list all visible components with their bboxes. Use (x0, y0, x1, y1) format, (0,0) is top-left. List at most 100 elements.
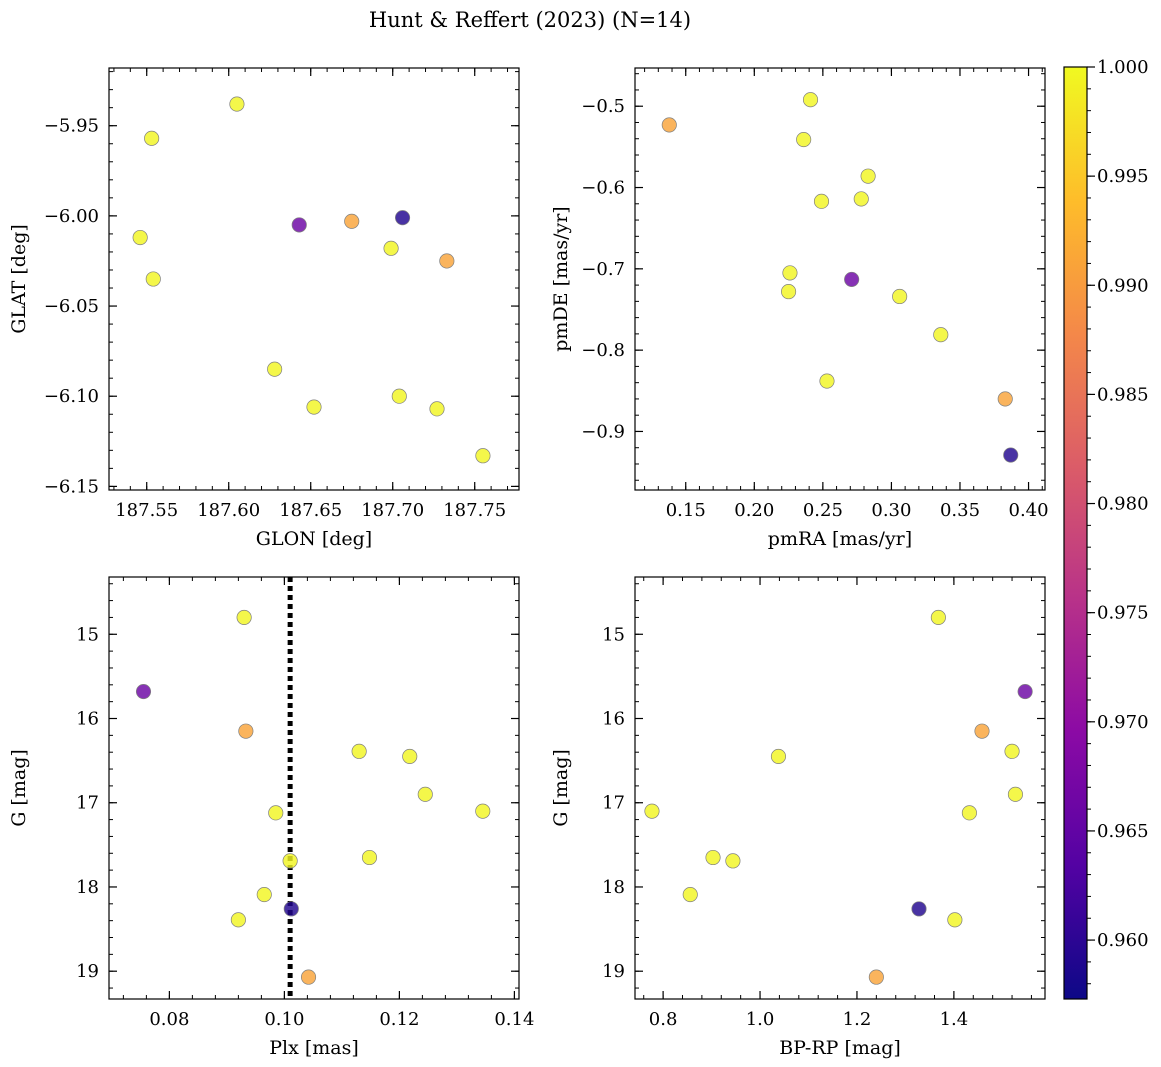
y-axis-label: pmDE [mas/yr] (550, 206, 572, 351)
y-tick-label: 16 (76, 709, 99, 730)
panel-glon-glat: 187.55 187.60 187.65 187.70 187.75 −5.95 −6.00… (8, 67, 520, 550)
scatter-point (344, 213, 360, 229)
scatter-point (911, 901, 927, 917)
x-tick-label: 187.70 (361, 500, 424, 521)
colorbar-tick-label: 0.995 (1097, 166, 1149, 187)
y-tick-label: 19 (76, 961, 99, 982)
colorbar-tick-label: 1.000 (1097, 57, 1149, 78)
scatter-point (770, 748, 787, 764)
scatter-point (725, 853, 741, 869)
axes-frame (108, 576, 520, 1000)
scatter-point (402, 748, 418, 764)
scatter-point (796, 132, 812, 148)
y-tick-label: −0.9 (581, 421, 625, 442)
x-tick-label: 0.25 (803, 500, 843, 521)
data-layer (135, 577, 491, 999)
scatter-point (819, 373, 835, 389)
x-tick-label: 0.15 (666, 500, 706, 521)
x-tick-label: 1.2 (843, 1009, 872, 1030)
scatter-point (1003, 447, 1019, 463)
scatter-point (947, 912, 963, 928)
scatter-point (238, 723, 254, 739)
scatter-point (782, 265, 798, 281)
panel-plx-g: 0.08 0.10 0.12 0.14 15 16 17 18 19 Plx [mas] G [ma… (8, 576, 534, 1059)
scatter-point (267, 361, 283, 377)
x-axis-label: BP-RP [mag] (779, 1037, 901, 1059)
scatter-point (132, 229, 148, 246)
axes-frame (634, 67, 1046, 491)
x-tick-label: 187.65 (279, 500, 342, 521)
scatter-point (395, 210, 411, 226)
x-tick-label: 0.12 (379, 1009, 419, 1030)
scatter-point (229, 96, 245, 112)
x-tick-label: 0.14 (494, 1009, 534, 1030)
scatter-point (351, 743, 367, 759)
scatter-point (661, 117, 677, 133)
scatter-point (961, 805, 977, 821)
x-tick-label: 0.35 (940, 500, 980, 521)
x-axis-label: pmRA [mas/yr] (768, 528, 912, 550)
data-layer (661, 92, 1019, 463)
scatter-point (306, 399, 322, 415)
y-tick-label: 17 (602, 793, 625, 814)
x-tick-label: 0.8 (649, 1009, 678, 1030)
y-tick-label: 15 (602, 624, 625, 645)
scatter-point (391, 388, 407, 404)
scatter-point (417, 786, 433, 802)
colorbar-tick-label: 0.980 (1097, 494, 1149, 515)
panel-bprp-g: 0.8 1.0 1.2 1.4 15 16 17 18 19 BP-RP [mag] G [mag] (550, 576, 1046, 1059)
scatter-point (236, 609, 252, 625)
scatter-point (383, 240, 399, 256)
y-axis-label: G [mag] (8, 749, 30, 827)
x-tick-label: 0.30 (871, 500, 911, 521)
scatter-point (145, 271, 161, 287)
scatter-point (868, 969, 884, 985)
scatter-point (705, 849, 721, 866)
x-axis-label: Plx [mas] (269, 1037, 359, 1059)
x-tick-label: 0.10 (264, 1009, 304, 1030)
colorbar-tick-label: 0.970 (1097, 712, 1149, 733)
x-tick-label: 187.60 (197, 500, 260, 521)
data-layer (644, 609, 1033, 985)
scatter-point (853, 191, 869, 207)
y-tick-label: −0.8 (581, 340, 625, 361)
scatter-point (361, 849, 378, 866)
y-tick-label: 18 (76, 877, 99, 898)
x-tick-label: 1.4 (940, 1009, 969, 1030)
y-tick-label: −0.5 (581, 96, 625, 117)
x-tick-label: 0.08 (149, 1009, 189, 1030)
scatter-point (1004, 743, 1020, 759)
axes-frame (108, 67, 520, 491)
scatter-point (1007, 786, 1023, 802)
figure-title: Hunt & Reffert (2023) (N=14) (369, 8, 691, 32)
scatter-point (933, 327, 949, 343)
y-tick-label: −6.05 (44, 296, 99, 317)
scatter-point (475, 448, 491, 464)
y-tick-label: 18 (602, 877, 625, 898)
scatter-point (644, 803, 660, 819)
y-tick-label: −0.7 (581, 259, 625, 280)
colorbar: 0.960 0.965 0.970 0.975 0.980 0.985 0.990 0.995… (1063, 57, 1149, 1000)
scatter-point (1017, 684, 1033, 700)
x-tick-label: 0.20 (734, 500, 774, 521)
colorbar-tick-label: 0.960 (1097, 930, 1149, 951)
scatter-point (802, 92, 819, 108)
axes-frame (634, 576, 1046, 1000)
y-tick-label: −6.00 (44, 206, 99, 227)
scatter-point (974, 723, 990, 739)
panel-pmra-pmde: 0.15 0.20 0.25 0.30 0.35 0.40 −0.5 −0.6 −0.7 −0.8… (550, 67, 1049, 550)
x-tick-label: 187.75 (443, 500, 506, 521)
scatter-point (997, 391, 1013, 407)
data-layer (132, 96, 491, 464)
colorbar-tick-label: 0.985 (1097, 384, 1149, 405)
scatter-point (844, 271, 860, 287)
y-tick-label: −0.6 (581, 178, 625, 199)
y-tick-label: 16 (602, 709, 625, 730)
y-axis-label: G [mag] (550, 749, 572, 827)
x-tick-label: 1.0 (746, 1009, 775, 1030)
scatter-point (291, 217, 307, 233)
scatter-point (268, 805, 284, 821)
y-tick-label: 19 (602, 961, 625, 982)
colorbar-tick-label: 0.975 (1097, 603, 1149, 624)
